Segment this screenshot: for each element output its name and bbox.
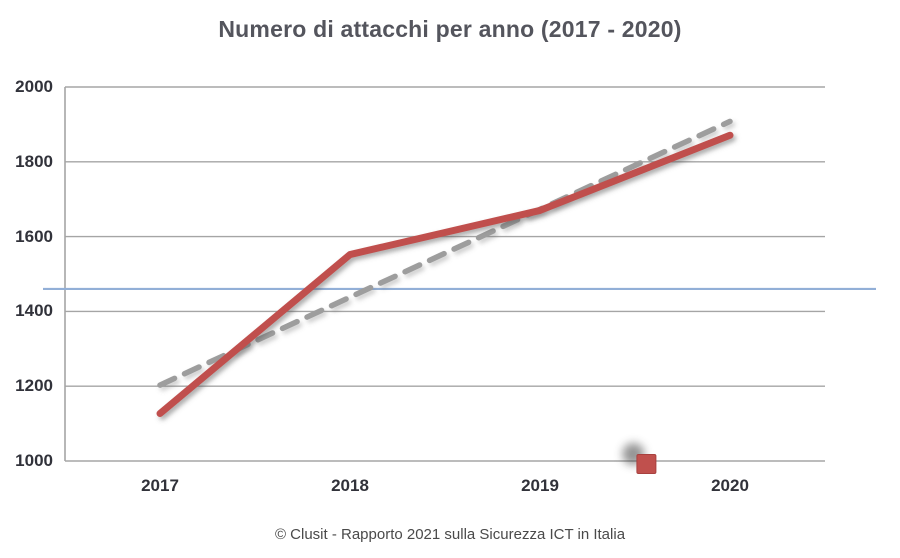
x-axis-tick-label-2018: 2018	[331, 476, 369, 495]
y-axis-tick-label-1600: 1600	[15, 226, 53, 246]
x-axis-tick-label-2019: 2019	[521, 476, 559, 495]
y-axis-tick-label-1200: 1200	[15, 376, 53, 396]
x-axis-tick-label-2020: 2020	[711, 476, 749, 495]
stray-red-square-marker	[636, 454, 657, 474]
y-axis-tick-label-2000: 2000	[15, 77, 53, 96]
x-axis-tick-label-2017: 2017	[141, 476, 179, 495]
attacks-red-line	[156, 131, 734, 418]
chart-title: Numero di attacchi per anno (2017 - 2020…	[218, 16, 682, 42]
y-axis-tick-label-1000: 1000	[15, 451, 53, 470]
y-axis-tick-label-1400: 1400	[15, 301, 53, 321]
trend-dashed-line	[157, 118, 733, 388]
y-axis-tick-label-1800: 1800	[15, 151, 53, 171]
source-caption: © Clusit - Rapporto 2021 sulla Sicurezza…	[274, 526, 626, 543]
